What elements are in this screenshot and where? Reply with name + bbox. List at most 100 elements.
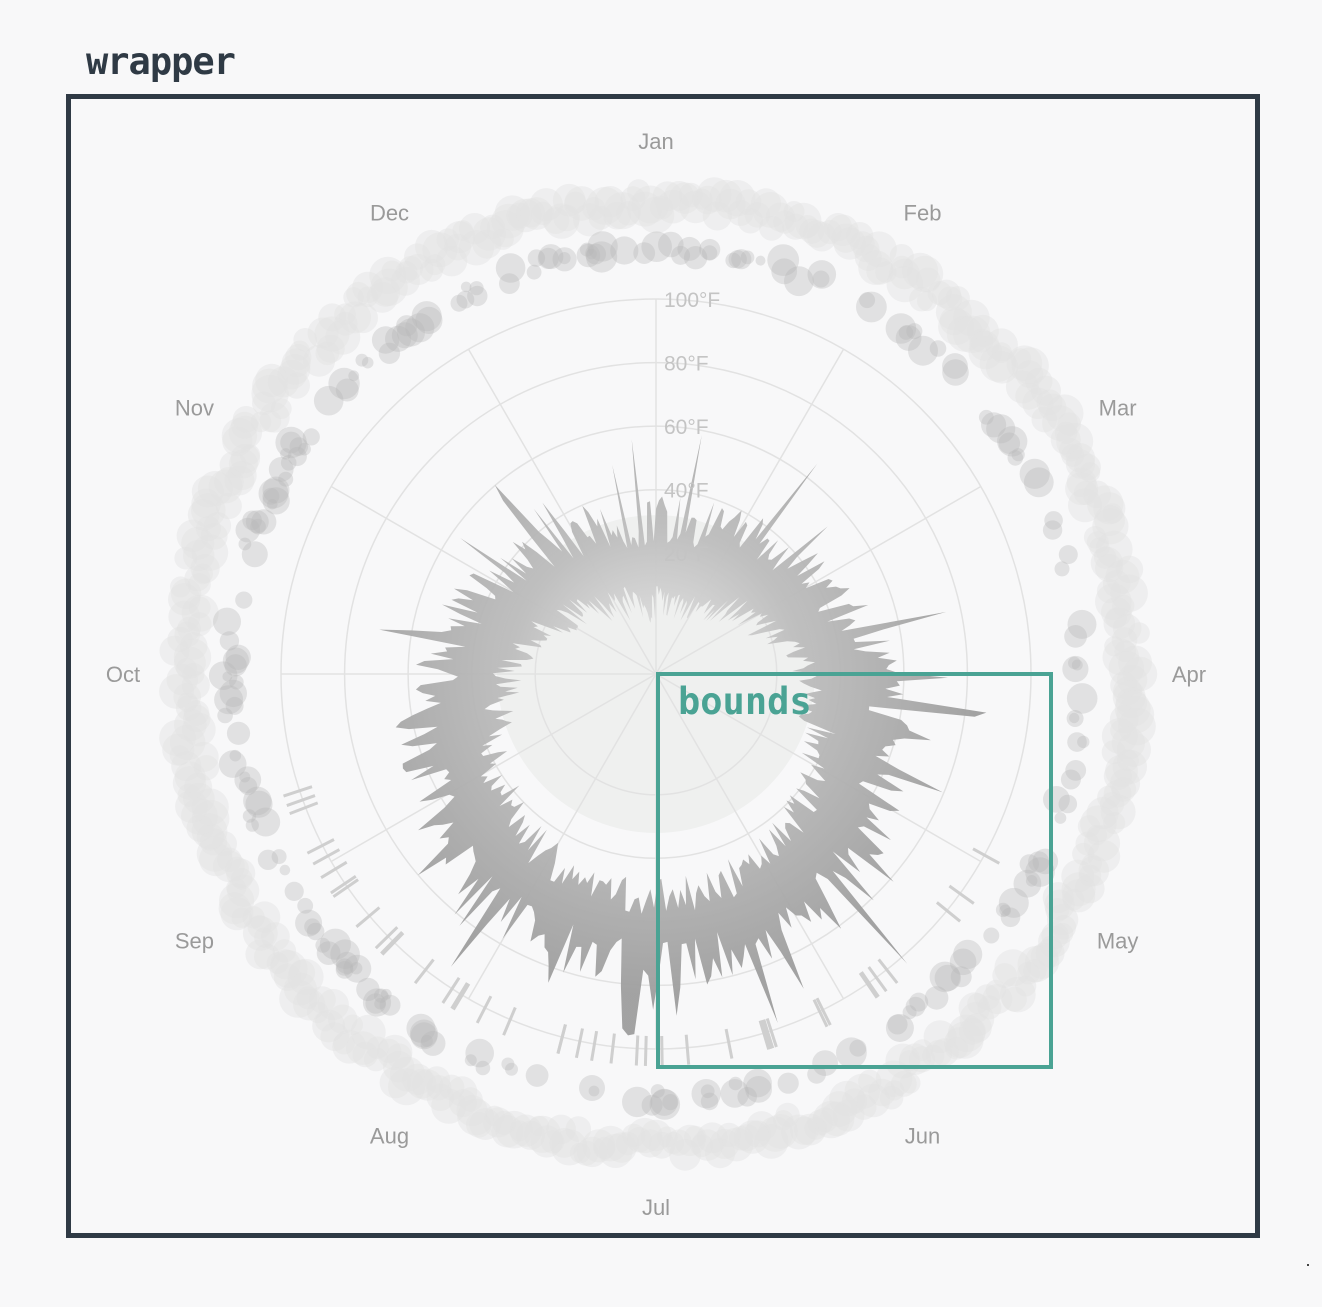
outer-bubble <box>312 1009 345 1043</box>
outer-bubble <box>1103 779 1132 808</box>
inner-bubble <box>464 1054 477 1067</box>
outer-bubble <box>661 1131 685 1155</box>
inner-bubble <box>355 353 369 367</box>
outer-bubble <box>909 287 934 312</box>
inner-bubble <box>410 1022 438 1050</box>
rain-tick <box>972 847 1001 865</box>
outer-bubble <box>279 979 318 1018</box>
outer-bubble <box>719 1127 754 1162</box>
inner-bubble <box>1007 450 1024 466</box>
outer-bubble <box>812 1100 850 1139</box>
outer-bubble <box>168 600 201 633</box>
outer-bubble <box>1117 749 1139 772</box>
rain-tick <box>330 874 357 895</box>
outer-bubble <box>690 1134 714 1158</box>
outer-bubble <box>679 190 712 224</box>
inner-bubble <box>731 249 752 270</box>
outer-bubble <box>781 1114 817 1150</box>
outer-bubble <box>231 907 252 928</box>
month-spoke <box>655 348 845 675</box>
outer-bubble <box>1050 424 1081 455</box>
rain-tick <box>556 1024 567 1054</box>
outer-bubble <box>947 1014 986 1052</box>
outer-bubble <box>187 499 220 531</box>
outer-bubble <box>515 1120 546 1150</box>
outer-bubble <box>759 215 785 241</box>
outer-bubble <box>383 1051 415 1083</box>
outer-bubble <box>1100 794 1136 830</box>
outer-bubble <box>1022 387 1054 419</box>
outer-bubble <box>176 519 209 552</box>
inner-bubble <box>898 325 914 340</box>
outer-bubble <box>1100 792 1125 817</box>
rain-tick <box>590 1030 599 1061</box>
inner-bubble <box>700 1092 719 1111</box>
inner-bubble <box>391 322 418 349</box>
outer-bubble <box>746 1111 777 1142</box>
outer-bubble <box>636 1129 665 1158</box>
month-spoke <box>467 673 657 1000</box>
outer-bubble <box>350 1014 386 1050</box>
inner-bubble <box>222 647 249 674</box>
inner-bubble <box>278 471 294 487</box>
inner-bubble <box>929 340 947 357</box>
outer-bubble <box>967 993 988 1014</box>
inner-bubble <box>978 409 994 425</box>
outer-bubble <box>1052 923 1074 944</box>
outer-bubble <box>540 1130 565 1154</box>
inner-bubble <box>552 247 577 272</box>
outer-bubble <box>953 299 990 337</box>
outer-bubble <box>1095 583 1132 620</box>
outer-bubble <box>733 1124 761 1152</box>
outer-bubble <box>376 1038 402 1064</box>
inner-bubble <box>1066 683 1098 714</box>
outer-bubble <box>565 1116 592 1142</box>
outer-bubble <box>224 465 255 496</box>
outer-bubble <box>1105 559 1140 594</box>
inner-bubble <box>279 864 291 876</box>
inner-bubble <box>406 1013 436 1043</box>
outer-bubble <box>390 1056 425 1092</box>
outer-bubble <box>616 201 641 226</box>
outer-bubble <box>315 1011 336 1032</box>
inner-bubble <box>1069 712 1080 724</box>
inner-bubble <box>1064 625 1087 648</box>
outer-bubble <box>250 411 272 433</box>
inner-bubble <box>1077 735 1090 749</box>
outer-bubble <box>187 573 211 597</box>
inner-bubble <box>225 644 251 670</box>
outer-bubble <box>1118 707 1156 746</box>
wrapper-label: wrapper <box>86 40 236 83</box>
outer-bubble <box>875 261 897 283</box>
outer-bubble <box>1080 805 1117 842</box>
inner-bubble <box>701 245 718 261</box>
outer-bubble <box>932 279 961 309</box>
outer-bubble <box>551 1129 588 1166</box>
outer-bubble <box>426 1075 452 1101</box>
outer-bubble <box>436 245 468 277</box>
outer-bubble <box>678 182 703 208</box>
outer-bubble <box>1072 842 1095 866</box>
outer-bubble <box>466 1112 492 1138</box>
outer-bubble <box>420 258 443 282</box>
inner-bubble <box>641 1094 663 1116</box>
outer-bubble <box>884 1080 905 1101</box>
outer-bubble <box>886 265 924 303</box>
outer-bubble <box>469 1108 502 1140</box>
rain-tick <box>413 958 435 985</box>
inner-bubble <box>650 1084 665 1099</box>
rain-tick <box>867 966 888 993</box>
inner-bubble <box>335 951 358 975</box>
outer-bubble <box>691 188 713 210</box>
inner-bubble <box>495 253 526 283</box>
month-label-apr: Apr <box>1172 662 1206 687</box>
month-label-jan: Jan <box>638 129 673 154</box>
outer-bubble <box>1061 872 1096 907</box>
inner-bubble <box>662 1094 679 1111</box>
outer-bubble <box>858 1069 882 1093</box>
rain-tick <box>380 931 404 955</box>
outer-bubble <box>946 315 984 352</box>
outer-bubble <box>1092 508 1129 545</box>
outer-bubble <box>546 1114 576 1145</box>
